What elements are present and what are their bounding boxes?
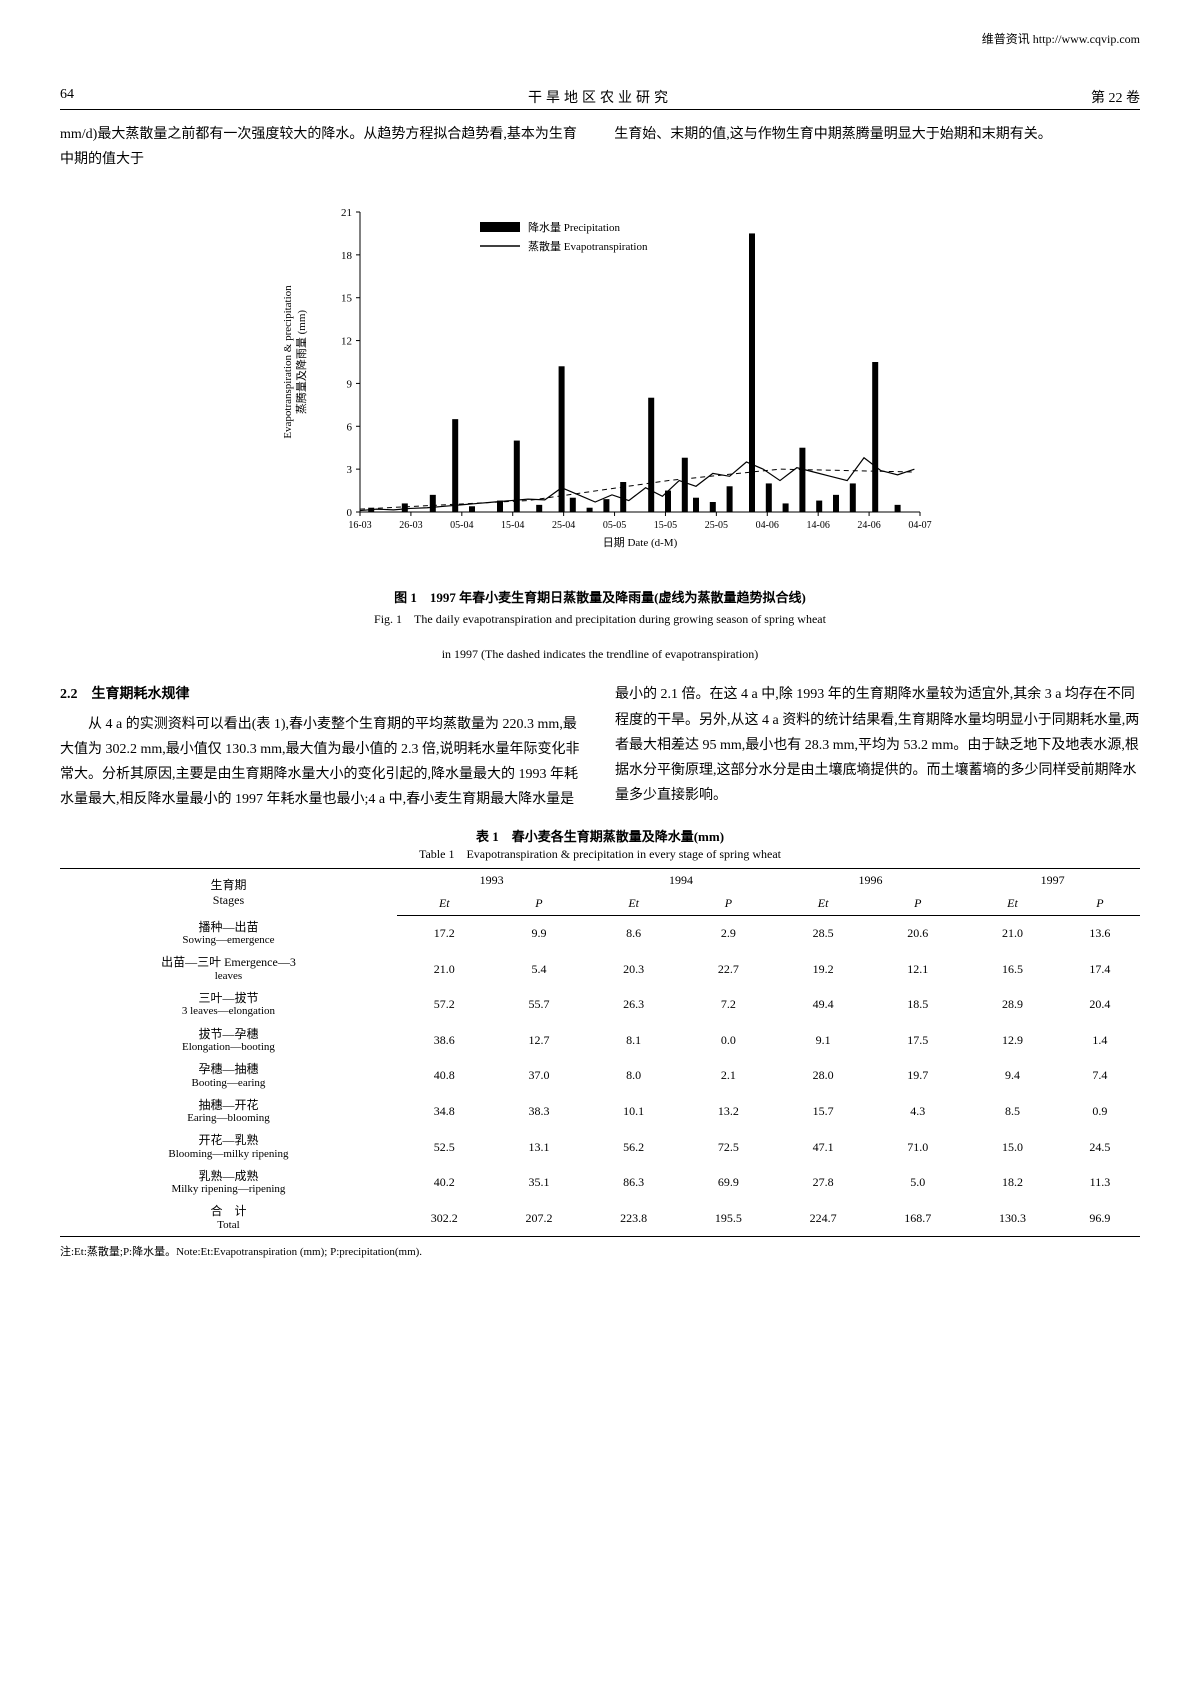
svg-text:21: 21	[341, 207, 352, 219]
svg-text:04-07: 04-07	[908, 520, 931, 531]
svg-text:25-04: 25-04	[552, 520, 575, 531]
svg-text:3: 3	[347, 465, 353, 477]
svg-text:15-05: 15-05	[654, 520, 677, 531]
svg-text:26-03: 26-03	[399, 520, 422, 531]
section-2-2-heading: 2.2 生育期耗水规律	[60, 682, 585, 707]
intro-right: 生育始、末期的值,这与作物生育中期蒸腾量明显大于始期和末期有关。	[614, 122, 1132, 147]
svg-text:16-03: 16-03	[348, 520, 371, 531]
source-url: 维普资讯 http://www.cqvip.com	[60, 30, 1140, 47]
svg-text:0: 0	[347, 507, 353, 519]
section-2-2: 2.2 生育期耗水规律 从 4 a 的实测资料可以看出(表 1),春小麦整个生育…	[60, 682, 1140, 812]
svg-text:12: 12	[341, 336, 352, 348]
svg-text:18: 18	[341, 250, 353, 262]
svg-text:Evapotranspiration & precipita: Evapotranspiration & precipitation	[282, 285, 294, 439]
svg-text:15-04: 15-04	[501, 520, 524, 531]
svg-text:降水量 Precipitation: 降水量 Precipitation	[528, 220, 620, 234]
svg-text:05-04: 05-04	[450, 520, 473, 531]
figure-1-caption-en2: in 1997 (The dashed indicates the trendl…	[60, 647, 1140, 662]
figure-1-caption-cn: 图 1 1997 年春小麦生育期日蒸散量及降雨量(虚线为蒸散量趋势拟合线)	[60, 587, 1140, 606]
table-1-caption-cn: 表 1 春小麦各生育期蒸散量及降水量(mm)	[60, 826, 1140, 845]
figure-1-chart: 0 3 6 9 12 15 18 21 16-03 26-03 05-04 15-04 25-04 05-…	[60, 192, 1140, 577]
svg-text:04-06: 04-06	[756, 520, 779, 531]
svg-text:日期 Date (d-M): 日期 Date (d-M)	[603, 536, 678, 549]
journal-title: 干旱地区农业研究	[160, 87, 1040, 107]
table-1-caption-en: Table 1 Evapotranspiration & precipitati…	[60, 845, 1140, 862]
page-header: 64 干旱地区农业研究 第 22 卷	[60, 87, 1140, 110]
svg-text:15: 15	[341, 293, 353, 305]
svg-text:9: 9	[347, 379, 353, 391]
section-2-2-left-text: 从 4 a 的实测资料可以看出(表 1),春小麦整个生育期的平均蒸散量为 220…	[60, 712, 585, 813]
svg-text:05-05: 05-05	[603, 520, 626, 531]
intro-left: mm/d)最大蒸散量之前都有一次强度较大的降水。从趋势方程拟合趋势看,基本为生育…	[60, 122, 578, 172]
table-1-footnote: 注:Et:蒸散量;P:降水量。Note:Et:Evapotranspiratio…	[60, 1243, 1140, 1259]
svg-text:14-06: 14-06	[807, 520, 830, 531]
page-number: 64	[60, 87, 160, 107]
svg-text:蒸散量 Evapotranspiration: 蒸散量 Evapotranspiration	[528, 239, 648, 253]
svg-text:蒸腾量及降雨量 (mm): 蒸腾量及降雨量 (mm)	[294, 310, 308, 415]
svg-text:24-06: 24-06	[857, 520, 880, 531]
table-1: 生育期Stages1993199419961997EtPEtPEtPEtP播种—…	[60, 868, 1140, 1237]
svg-text:6: 6	[347, 422, 353, 434]
figure-1-caption-en1: Fig. 1 The daily evapotranspiration and …	[60, 610, 1140, 627]
section-2-2-right-text: 最小的 2.1 倍。在这 4 a 中,除 1993 年的生育期降水量较为适宜外,…	[615, 682, 1140, 808]
svg-text:25-05: 25-05	[705, 520, 728, 531]
intro-paragraph: mm/d)最大蒸散量之前都有一次强度较大的降水。从趋势方程拟合趋势看,基本为生育…	[60, 122, 1140, 172]
volume-label: 第 22 卷	[1040, 87, 1140, 107]
